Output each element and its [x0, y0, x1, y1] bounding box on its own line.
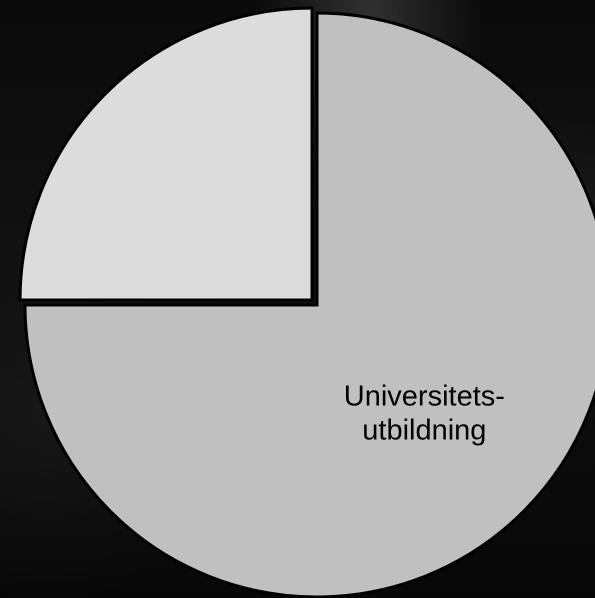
pie-slice-2: [18, 6, 314, 302]
pie-slice-1: [23, 11, 595, 598]
pie-slice-label-line: utbildning: [362, 414, 486, 446]
pie-slice-label: Universitets-utbildning: [344, 380, 505, 446]
pie-slice-label-line: Universitets-: [344, 380, 505, 412]
pie-slices: [18, 6, 595, 598]
pie-labels: Universitets-utbildning: [344, 380, 505, 446]
